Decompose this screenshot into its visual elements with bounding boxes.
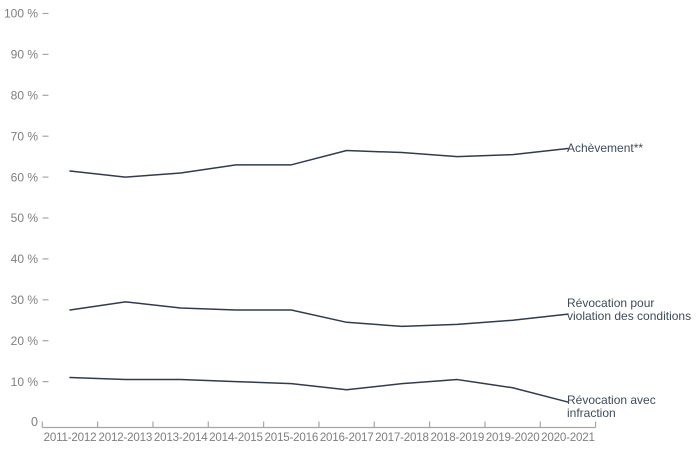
series-line-revocation-infraction <box>69 376 569 403</box>
series-label-revocation-infraction: Révocation avec <box>567 393 656 407</box>
x-tick-label: 2014-2015 <box>209 431 263 444</box>
x-tick-label: 2011-2012 <box>44 431 97 444</box>
y-tick-label: 60 % <box>11 170 39 184</box>
series-label-achevement: Achèvement** <box>567 141 643 155</box>
y-tick-label: 40 % <box>11 252 39 266</box>
x-tick-label: 2017-2018 <box>375 431 429 444</box>
series-line-achevement <box>69 147 569 178</box>
y-axis: 100 % 90 % 80 % 70 % 60 % 50 % 40 % 30 % 20 % 10 … <box>4 7 49 429</box>
x-tick-label: 2019-2020 <box>486 431 540 444</box>
x-tick-label: 2020-2021 <box>541 431 595 444</box>
y-axis-origin-label: 0 <box>31 415 38 429</box>
series-label-revocation-violation-conditions: Révocation pour <box>567 296 654 310</box>
y-tick-label: 20 % <box>11 334 39 348</box>
y-tick-label: 90 % <box>11 48 39 62</box>
series-label-revocation-infraction: infraction <box>567 406 616 420</box>
y-tick-label: 10 % <box>11 375 39 389</box>
x-axis-labels: 2011-2012 2012-2013 2013-2014 2014-2015 2015… <box>44 431 595 444</box>
x-tick-label: 2015-2016 <box>264 431 318 444</box>
x-tick-label: 2013-2014 <box>154 431 208 444</box>
y-tick-label: 100 % <box>4 7 38 21</box>
series-line-revocation-violation-conditions <box>69 301 569 328</box>
y-tick-label: 80 % <box>11 89 39 103</box>
x-axis-line <box>41 421 597 429</box>
series-label-revocation-violation-conditions: violation des conditions <box>567 309 691 323</box>
x-tick-label: 2016-2017 <box>320 431 374 444</box>
x-tick-label: 2012-2013 <box>99 431 153 444</box>
y-tick-label: 30 % <box>11 293 39 307</box>
y-tick-label: 70 % <box>11 129 39 143</box>
y-tick-label: 50 % <box>11 211 39 225</box>
x-tick-label: 2018-2019 <box>430 431 484 444</box>
